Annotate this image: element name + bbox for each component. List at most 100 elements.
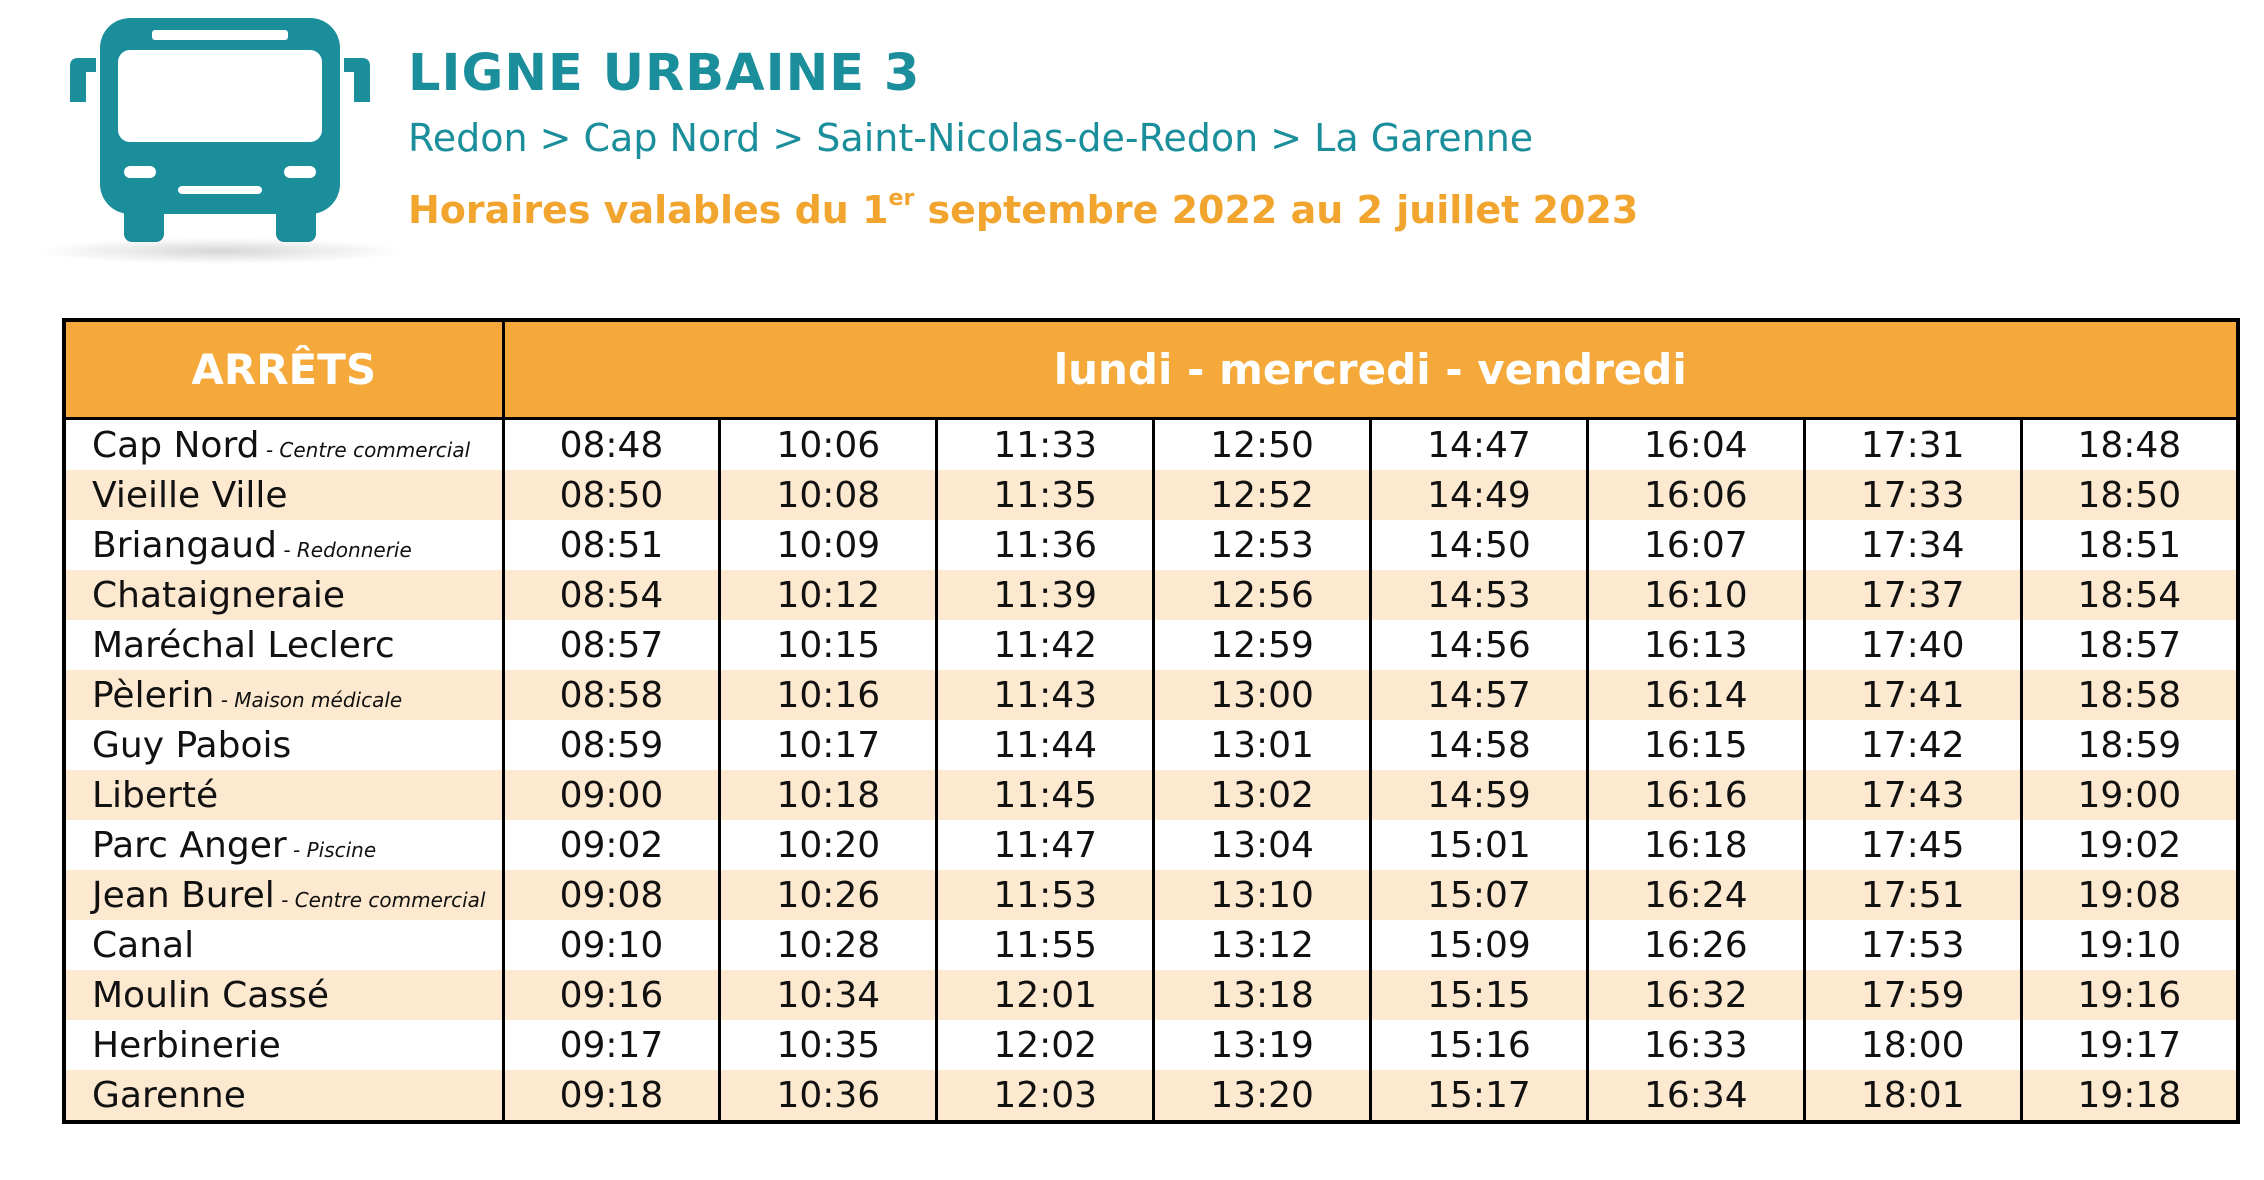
departure-time-cell: 19:17 [2019,1020,2240,1070]
departure-time-cell: 16:14 [1585,670,1806,720]
departure-time-cell: 12:53 [1152,520,1372,570]
departure-time-cell: 11:35 [935,470,1156,520]
departure-time-cell: 19:16 [2019,970,2240,1020]
departure-time-cell: 16:16 [1585,770,1806,820]
departure-time-cell: 17:33 [1802,470,2023,520]
departure-time-cell: 13:12 [1152,920,1372,970]
bus-shadow [40,238,400,264]
departure-time-cell: 10:12 [718,570,939,620]
stop-name-cell: Briangaud - Redonnerie [62,520,505,570]
stop-name: Chataigneraie [92,574,346,616]
departure-time-cell: 17:43 [1802,770,2023,820]
stop-name-cell: Herbinerie [62,1020,505,1070]
departure-time-cell: 09:00 [501,770,722,820]
departure-time-cell: 18:00 [1802,1020,2023,1070]
departure-time-cell: 16:24 [1585,870,1806,920]
validity-superscript: er [888,186,915,212]
stop-name: Liberté [92,774,219,816]
departure-time-cell: 13:02 [1152,770,1372,820]
departure-time-cell: 10:15 [718,620,939,670]
departure-time-cell: 14:53 [1369,570,1589,620]
stop-name-cell: Maréchal Leclerc [62,620,505,670]
departure-time-cell: 14:59 [1369,770,1589,820]
departure-time-cell: 14:47 [1369,417,1589,470]
stop-name: Cap Nord [92,424,260,466]
departure-time-cell: 09:10 [501,920,722,970]
stop-name-cell: Pèlerin - Maison médicale [62,670,505,720]
departure-time-cell: 16:13 [1585,620,1806,670]
stop-detail: - Centre commercial [259,437,471,462]
stop-name-cell: Canal [62,920,505,970]
validity-text-end: septembre 2022 au 2 juillet 2023 [914,188,1639,232]
departure-time-cell: 15:07 [1369,870,1589,920]
table-row: Cap Nord - Centre commercial 08:48 10:06 11… [62,417,2240,470]
stop-name-cell: Parc Anger - Piscine [62,820,505,870]
stop-name: Vieille Ville [92,474,288,516]
stop-name: Parc Anger [92,824,287,866]
departure-time-cell: 16:04 [1585,417,1806,470]
departure-time-cell: 14:57 [1369,670,1589,720]
departure-time-cell: 12:02 [935,1020,1156,1070]
departure-time-cell: 10:16 [718,670,939,720]
departure-time-cell: 09:16 [501,970,722,1020]
departure-time-cell: 17:45 [1802,820,2023,870]
stop-detail: - Redonnerie [276,537,412,562]
departure-time-cell: 14:49 [1369,470,1589,520]
stop-name-cell: Jean Burel - Centre commercial [62,870,505,920]
bus-icon [70,18,370,242]
departure-time-cell: 11:42 [935,620,1156,670]
stop-name: Guy Pabois [92,724,292,766]
departure-time-cell: 15:16 [1369,1020,1589,1070]
departure-time-cell: 18:57 [2019,620,2240,670]
departure-time-cell: 13:04 [1152,820,1372,870]
table-row: Jean Burel - Centre commercial 09:08 10:26… [62,870,2240,920]
table-row: Herbinerie 09:17 10:35 12:02 13:19 15:16 16:33… [62,1020,2240,1070]
departure-time-cell: 11:33 [935,417,1156,470]
departure-time-cell: 11:55 [935,920,1156,970]
stop-name-cell: Chataigneraie [62,570,505,620]
stop-name: Pèlerin [92,674,215,716]
stops-column-header: ARRÊTS [62,318,505,420]
timetable-header-row: ARRÊTS lundi - mercredi - vendredi [62,318,2240,420]
departure-time-cell: 11:44 [935,720,1156,770]
departure-time-cell: 12:52 [1152,470,1372,520]
stop-name-cell: Guy Pabois [62,720,505,770]
departure-time-cell: 08:51 [501,520,722,570]
departure-time-cell: 10:17 [718,720,939,770]
timetable-body: Cap Nord - Centre commercial 08:48 10:06 11… [62,417,2240,1122]
table-row: Canal 09:10 10:28 11:55 13:12 15:09 16:26 17:53… [62,920,2240,970]
departure-time-cell: 19:08 [2019,870,2240,920]
departure-time-cell: 13:20 [1152,1070,1372,1122]
departure-time-cell: 10:08 [718,470,939,520]
departure-time-cell: 18:50 [2019,470,2240,520]
departure-time-cell: 12:59 [1152,620,1372,670]
departure-time-cell: 16:15 [1585,720,1806,770]
stop-name-cell: Liberté [62,770,505,820]
departure-time-cell: 11:36 [935,520,1156,570]
departure-time-cell: 12:01 [935,970,1156,1020]
table-row: Vieille Ville 08:50 10:08 11:35 12:52 14:49 16… [62,470,2240,520]
departure-time-cell: 11:53 [935,870,1156,920]
departure-time-cell: 08:58 [501,670,722,720]
departure-time-cell: 17:31 [1802,417,2023,470]
stop-detail: - Piscine [286,837,377,862]
departure-time-cell: 15:15 [1369,970,1589,1020]
departure-time-cell: 15:09 [1369,920,1589,970]
departure-time-cell: 08:48 [501,417,722,470]
departure-time-cell: 10:06 [718,417,939,470]
departure-time-cell: 10:09 [718,520,939,570]
stop-name: Garenne [92,1074,246,1116]
table-row: Maréchal Leclerc 08:57 10:15 11:42 12:59 14:5… [62,620,2240,670]
departure-time-cell: 18:51 [2019,520,2240,570]
validity-period: Horaires valables du 1er septembre 2022 … [408,186,1639,232]
departure-time-cell: 11:43 [935,670,1156,720]
stop-name: Maréchal Leclerc [92,624,395,666]
departure-time-cell: 17:37 [1802,570,2023,620]
departure-time-cell: 16:18 [1585,820,1806,870]
departure-time-cell: 13:19 [1152,1020,1372,1070]
departure-time-cell: 18:54 [2019,570,2240,620]
table-row: Moulin Cassé 09:16 10:34 12:01 13:18 15:15 16:… [62,970,2240,1020]
departure-time-cell: 10:36 [718,1070,939,1122]
stop-name: Briangaud [92,524,277,566]
departure-time-cell: 08:54 [501,570,722,620]
